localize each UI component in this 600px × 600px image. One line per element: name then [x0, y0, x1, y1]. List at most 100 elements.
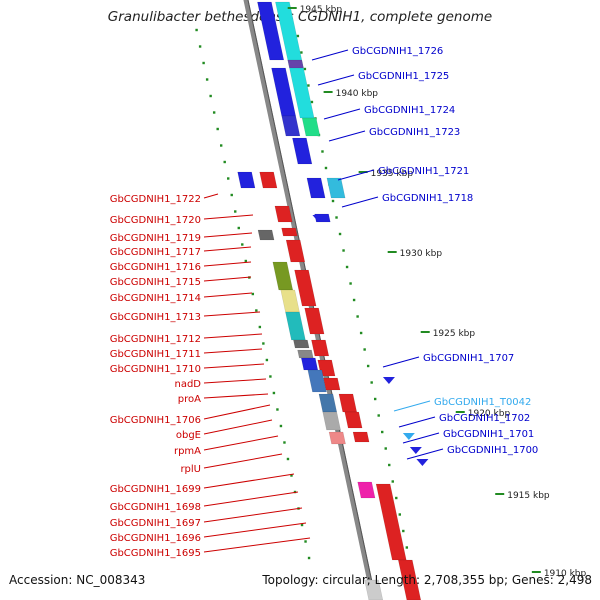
left-label-leader	[203, 435, 279, 451]
left-gene-label: GbCGDNIH1_1706	[110, 415, 201, 426]
inner-tick-dot	[262, 342, 265, 345]
inner-tick-dot	[307, 556, 311, 560]
right-label-leader	[406, 448, 444, 460]
left-gene-label: GbCGDNIH1_1698	[110, 502, 201, 513]
left-gene-label: GbCGDNIH1_1711	[110, 349, 201, 360]
outer-tick-dot	[359, 331, 363, 335]
inner-tick-dot	[269, 375, 272, 378]
left-label-leader	[203, 419, 273, 435]
left-label-leader	[203, 491, 299, 507]
inner-tick-dot	[195, 28, 198, 32]
gene-feature	[307, 369, 327, 393]
right-gene-label: GbCGDNIH1_1721	[378, 166, 469, 177]
gene-feature	[338, 393, 358, 413]
left-gene-label: GbCGDNIH1_1695	[110, 548, 201, 559]
strand-arrow-icon	[312, 215, 325, 222]
scale-label: 1920 kbp	[468, 409, 511, 419]
inner-tick-dot	[251, 292, 255, 296]
right-label-leader	[341, 196, 379, 208]
left-label-leader	[203, 507, 303, 523]
inner-tick-dot	[202, 61, 205, 65]
inner-tick-dot	[219, 144, 223, 147]
gene-feature	[323, 377, 341, 391]
right-gene-label: GbCGDNIH1_1725	[358, 71, 449, 82]
inner-tick-dot	[198, 45, 202, 48]
outer-tick-dot	[335, 216, 338, 219]
gene-feature	[375, 483, 407, 561]
gene-feature	[304, 307, 325, 335]
left-label-leader	[203, 404, 271, 420]
gene-feature	[300, 357, 319, 371]
inner-tick-dot	[234, 210, 237, 213]
inner-tick-dot	[230, 193, 233, 197]
gene-feature	[281, 115, 301, 137]
outer-tick-dot	[296, 34, 300, 38]
left-gene-label: GbCGDNIH1_1696	[110, 533, 201, 544]
gene-feature	[281, 227, 298, 237]
right-gene-label: GbCGDNIH1_1707	[423, 353, 514, 364]
left-gene-label: proA	[178, 394, 201, 405]
outer-tick-dot	[377, 414, 380, 417]
gene-feature	[397, 559, 422, 600]
inner-tick-dot	[276, 408, 279, 411]
outer-tick-dot	[338, 232, 342, 236]
left-label-leader	[203, 537, 311, 553]
right-gene-label: GbCGDNIH1_1700	[447, 445, 538, 456]
inner-tick-dot	[209, 94, 212, 98]
gene-feature	[364, 579, 384, 600]
gene-feature	[344, 411, 363, 429]
gene-feature	[292, 137, 313, 165]
gene-feature	[237, 171, 256, 189]
left-label-leader	[203, 232, 253, 238]
outer-tick-dot	[307, 84, 310, 87]
outer-tick-dot	[356, 315, 359, 318]
right-label-leader	[323, 108, 361, 120]
right-gene-label: GbCGDNIH1_1724	[364, 105, 455, 116]
outer-tick-dot	[300, 51, 303, 54]
scale-label: 1935 kbp	[371, 169, 414, 179]
right-label-leader	[393, 400, 431, 412]
gene-feature	[322, 411, 341, 431]
left-label-leader	[203, 348, 263, 354]
outer-tick-dot	[384, 447, 387, 450]
gene-feature	[318, 393, 338, 413]
scale-label: 1915 kbp	[507, 491, 550, 501]
left-gene-label: GbCGDNIH1_1716	[110, 262, 201, 273]
gene-feature	[287, 59, 304, 69]
scale-label: 1945 kbp	[300, 5, 343, 15]
right-gene-label: GbCGDNIH1_1701	[443, 429, 534, 440]
gene-features	[237, 1, 429, 600]
outer-tick-dot	[405, 546, 409, 549]
outer-tick-dot	[352, 298, 356, 302]
left-gene-label: GbCGDNIH1_1712	[110, 334, 201, 345]
accession-label: Accession: NC_008343	[9, 573, 146, 587]
left-label-leader	[203, 363, 265, 369]
gene-feature	[328, 431, 346, 445]
right-label-leader	[328, 130, 366, 142]
inner-tick-dot	[279, 424, 283, 428]
right-label-leader	[398, 416, 436, 428]
left-gene-label: GbCGDNIH1_1699	[110, 484, 201, 495]
left-gene-label: GbCGDNIH1_1714	[110, 293, 201, 304]
scale-label: 1930 kbp	[400, 249, 443, 259]
outer-tick-dot	[395, 496, 398, 500]
outer-tick-dot	[310, 100, 314, 104]
left-label-leader	[203, 246, 252, 252]
inner-tick-dot	[255, 309, 258, 312]
left-gene-label: GbCGDNIH1_1717	[110, 247, 201, 258]
gene-feature	[326, 177, 346, 199]
right-label-leader	[317, 74, 355, 86]
inner-tick-dot	[272, 391, 276, 395]
right-label-leader	[337, 169, 375, 181]
gene-feature	[357, 481, 376, 499]
gene-feature	[311, 339, 330, 357]
right-label-leader	[382, 356, 420, 368]
strand-arrow-icon	[402, 433, 415, 440]
left-label-leader	[203, 261, 252, 267]
outer-tick-dot	[321, 150, 324, 153]
left-label-leader	[203, 453, 283, 469]
outer-tick-dot	[398, 513, 401, 516]
outer-tick-dot	[342, 249, 345, 252]
